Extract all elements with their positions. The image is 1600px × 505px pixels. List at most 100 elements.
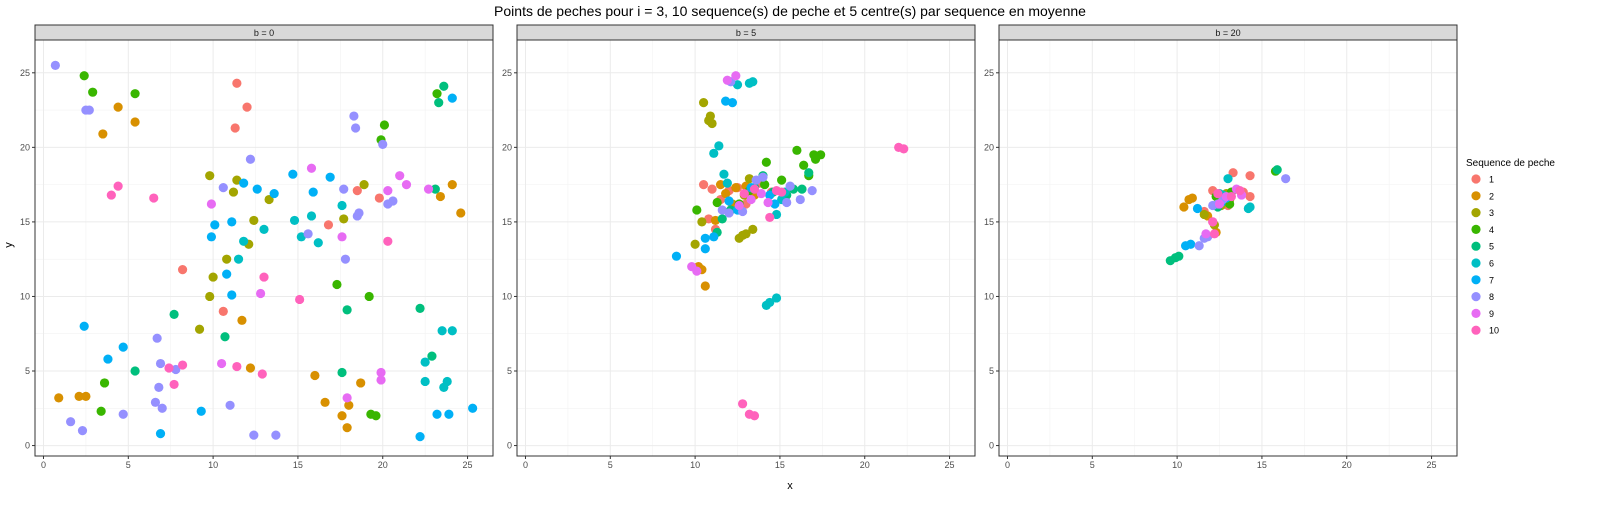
legend-label: 5: [1489, 242, 1494, 252]
data-point: [1187, 193, 1197, 203]
data-point: [50, 60, 60, 70]
data-point: [1235, 185, 1245, 196]
data-point: [395, 171, 405, 181]
data-point: [700, 244, 710, 254]
data-point: [356, 378, 366, 388]
data-point: [765, 212, 775, 223]
data-point: [434, 98, 444, 108]
data-point: [731, 71, 741, 81]
data-point: [352, 185, 362, 196]
legend-key: [1471, 258, 1481, 268]
data-point: [415, 303, 425, 313]
data-point: [325, 172, 335, 182]
data-point: [222, 254, 232, 264]
data-point: [332, 279, 342, 290]
data-point: [164, 363, 174, 373]
legend-label: 8: [1489, 292, 1494, 302]
data-point: [98, 129, 108, 139]
data-point: [804, 168, 814, 178]
data-point: [698, 180, 709, 190]
data-point: [337, 200, 347, 211]
y-axis-label: y: [3, 242, 15, 248]
chart-title: Points de peches pour i = 3, 10 sequence…: [494, 3, 1086, 19]
data-point: [130, 366, 140, 376]
panel-border: [516, 39, 976, 457]
x-tick-label: 20: [1342, 460, 1352, 470]
data-point: [216, 358, 227, 369]
data-point: [722, 75, 732, 85]
data-point: [206, 199, 217, 209]
data-point: [118, 409, 128, 419]
data-point: [738, 399, 748, 409]
data-point: [337, 232, 347, 242]
data-point: [169, 309, 179, 319]
x-tick-label: 10: [208, 460, 218, 470]
data-point: [257, 369, 267, 379]
data-point: [208, 272, 218, 282]
data-point: [340, 254, 351, 264]
data-point: [323, 220, 334, 230]
data-point: [709, 148, 719, 158]
data-point: [765, 297, 775, 308]
x-tick-label: 10: [690, 460, 700, 470]
data-point: [698, 98, 709, 108]
data-point: [264, 194, 274, 205]
data-point: [739, 188, 749, 199]
data-point: [269, 188, 279, 199]
data-point: [337, 367, 347, 378]
data-point: [227, 290, 237, 300]
data-point: [707, 118, 717, 129]
data-point: [746, 194, 756, 205]
y-tick-label: 5: [989, 366, 994, 376]
data-point: [228, 187, 239, 197]
data-point: [724, 196, 734, 206]
data-point: [242, 102, 252, 112]
data-point: [765, 190, 775, 200]
data-point: [379, 120, 390, 130]
data-point: [351, 123, 361, 133]
data-point: [749, 411, 760, 421]
data-point: [259, 224, 269, 234]
legend-label: 1: [1489, 175, 1494, 185]
data-point: [337, 411, 347, 421]
facet-panel: b = 20 0 5 10 15 20 25 0 5 10 15 20 25: [984, 24, 1458, 470]
data-point: [1213, 188, 1223, 199]
y-tick-label: 5: [507, 366, 512, 376]
data-point: [456, 208, 466, 218]
data-point: [707, 184, 717, 194]
x-tick-label: 25: [945, 460, 955, 470]
data-point: [1226, 191, 1236, 202]
x-tick-label: 5: [608, 460, 613, 470]
data-point: [113, 181, 123, 191]
data-point: [807, 185, 817, 196]
data-point: [792, 145, 802, 155]
data-point: [339, 184, 349, 194]
data-point: [288, 169, 298, 179]
data-point: [782, 197, 792, 208]
data-point: [700, 281, 710, 291]
data-point: [420, 357, 430, 367]
data-point: [359, 180, 369, 190]
data-point: [205, 291, 215, 302]
data-point: [218, 306, 228, 316]
data-point: [249, 430, 259, 440]
legend-label: 7: [1489, 275, 1494, 285]
data-point: [383, 236, 393, 246]
y-tick-label: 25: [984, 68, 994, 78]
data-point: [734, 233, 744, 243]
data-point: [899, 144, 909, 154]
data-point: [756, 188, 766, 199]
y-tick-label: 25: [20, 68, 30, 78]
panel-border: [34, 39, 494, 457]
legend-key: [1471, 174, 1481, 184]
data-point: [308, 187, 318, 197]
facet-panel: b = 5 0 5 10 15 20 25 0 5 10 15 20 25: [502, 24, 976, 470]
panel-border: [998, 39, 1458, 457]
data-point: [714, 141, 724, 151]
data-point: [206, 232, 217, 242]
data-point: [1243, 203, 1253, 214]
data-point: [697, 217, 707, 227]
data-point: [177, 265, 188, 275]
data-point: [310, 370, 320, 381]
